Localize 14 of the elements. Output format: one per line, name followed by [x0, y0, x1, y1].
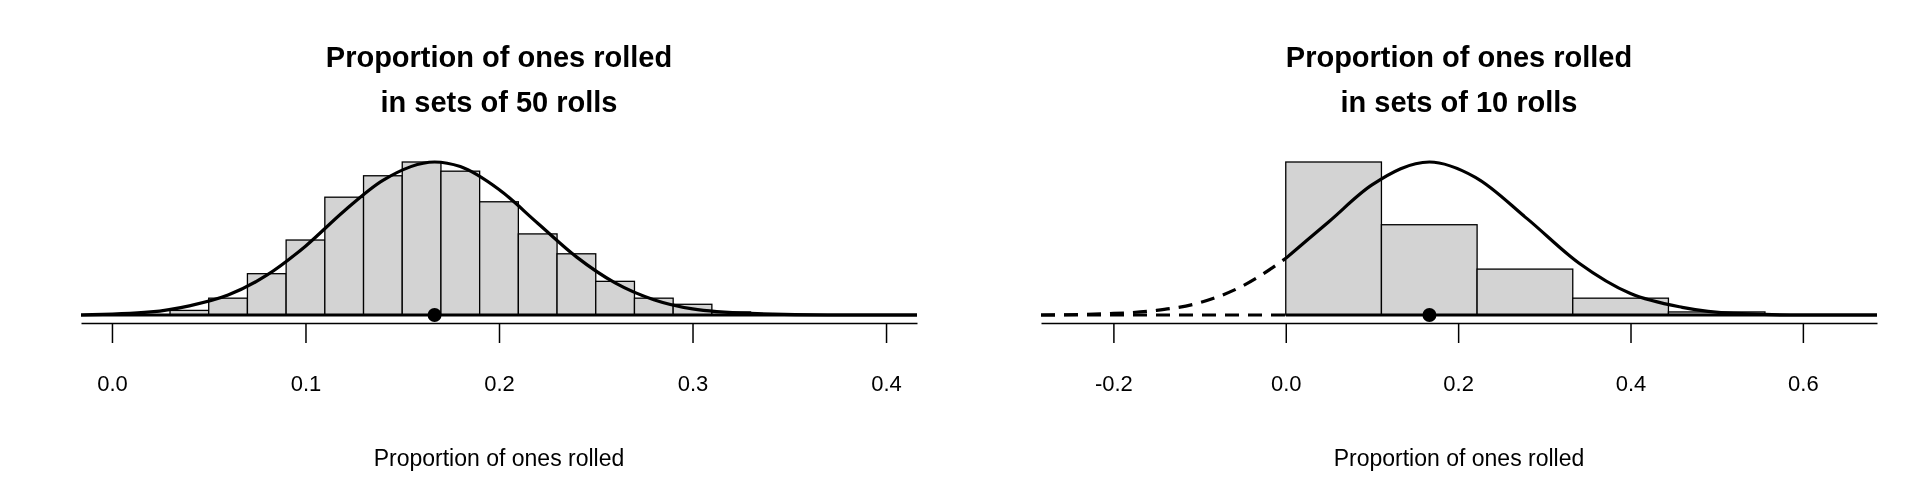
x-tick-label: -0.2	[1094, 370, 1133, 396]
x-tick-label: 0.0	[97, 370, 128, 396]
x-tick-label: 0.2	[484, 370, 515, 396]
x-tick-label: 0.0	[1270, 370, 1302, 396]
x-tick-label: 0.3	[677, 370, 709, 396]
x-tick-label: 0.6	[1788, 370, 1819, 396]
x-axis-title: Proportion of ones rolled	[373, 445, 625, 471]
chart-title: Proportion of ones rolled in sets of 10 rolls	[1285, 41, 1633, 118]
chart-title: Proportion of ones rolled in sets of 50 rolls	[325, 41, 673, 118]
x-tick-label: 0.1	[290, 370, 322, 396]
x-tick-label: 0.4	[871, 370, 902, 396]
x-tick-label: 0.2	[1443, 370, 1474, 396]
x-axis-title: Proportion of ones rolled	[1333, 445, 1585, 471]
x-tick-label: 0.4	[1615, 370, 1647, 396]
